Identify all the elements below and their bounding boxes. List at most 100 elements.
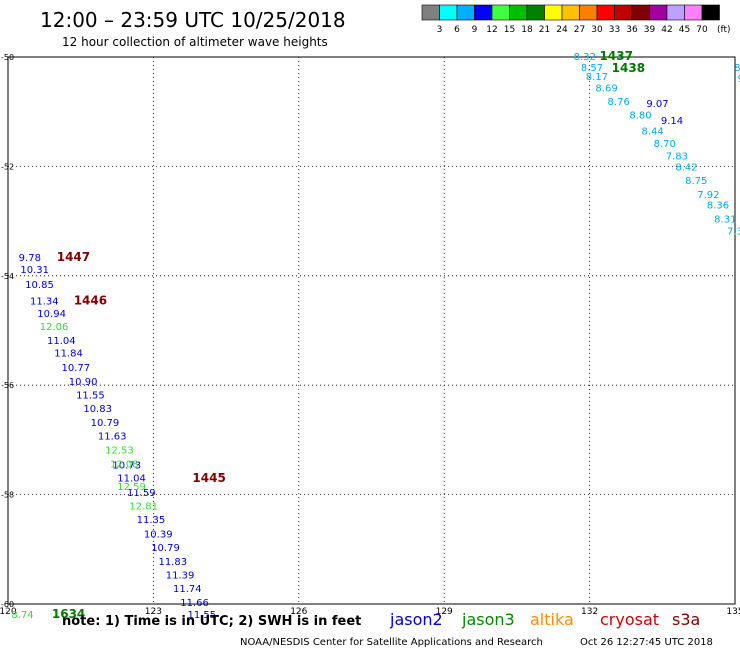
colorbar-label: 3 [437, 25, 443, 35]
colorbar-label: 70 [696, 25, 708, 35]
colorbar-swatch [666, 4, 685, 21]
wave-height-label: 10.79 [151, 543, 180, 554]
wave-height-label: 12.53 [105, 446, 134, 457]
colorbar-swatch [614, 4, 633, 21]
pass-time-label: 1634 [52, 607, 85, 621]
wave-height-label: 12.81 [129, 502, 158, 513]
wave-height-label: 10.79 [91, 418, 120, 429]
footer-timestamp: Oct 26 12:27:45 UTC 2018 [580, 637, 713, 648]
colorbar-label: 45 [679, 25, 690, 35]
wave-height-label: 8.32 [574, 52, 596, 63]
colorbar-swatch [421, 4, 440, 21]
wave-height-label: 8.44 [641, 126, 663, 137]
wave-height-label: 8 [734, 63, 740, 74]
wave-height-label: 8.36 [707, 201, 729, 212]
pass-time-label: 1446 [74, 293, 107, 307]
wave-height-label: 11.66 [180, 598, 209, 609]
wave-height-label: 10.85 [25, 280, 54, 291]
colorbar-swatch [544, 4, 563, 21]
x-tick-label: 120 [0, 607, 17, 617]
pass-time-label: 1438 [612, 61, 645, 75]
wave-height-label: 11.04 [117, 474, 146, 485]
colorbar-label: 42 [661, 25, 672, 35]
y-tick-label: -54 [1, 272, 14, 281]
legend-item-s3a: s3a [672, 610, 700, 629]
y-tick-label: -56 [1, 381, 14, 390]
wave-height-label: 12.59 [117, 482, 146, 493]
colorbar-swatch [491, 4, 510, 21]
legend-item-cryosat: cryosat [600, 610, 659, 629]
legend-item-altika: altika [530, 610, 574, 629]
wave-height-label: 12.08 [110, 459, 139, 470]
wave-height-label: 11.04 [47, 336, 76, 347]
colorbar-label: 39 [644, 25, 656, 35]
colorbar-label: 36 [626, 25, 638, 35]
x-tick-label: 123 [145, 607, 162, 617]
wave-height-label: 8.69 [595, 84, 617, 95]
colorbar-label: 15 [504, 25, 515, 35]
wave-height-label: 7.3 [727, 226, 740, 237]
x-tick-label: 135 [726, 607, 740, 617]
wave-height-label: 11.35 [137, 515, 166, 526]
legend-item-jason2: jason2 [389, 610, 443, 629]
colorbar-label: 18 [521, 25, 533, 35]
y-tick-label: -60 [1, 600, 14, 609]
colorbar-swatch [526, 4, 545, 21]
y-tick-label: -50 [1, 53, 14, 62]
wave-height-label: 7.92 [697, 190, 719, 201]
series-jason2: 9.7810.3110.8511.3410.9411.0411.8410.771… [19, 99, 683, 621]
legend-item-jason3: jason3 [461, 610, 515, 629]
wave-height-label: 9.07 [646, 99, 668, 110]
wave-height-label: 11.84 [54, 348, 83, 359]
wave-height-label: 9 [738, 74, 740, 85]
colorbar-swatch [474, 4, 493, 21]
wave-height-label: 8.80 [629, 110, 651, 121]
plot-area: 120 123 126 129 132 135 -50 -52 -54 -56 -58 -60 9.78… [0, 49, 740, 621]
colorbar-swatch [509, 4, 528, 21]
wave-height-label: 11.39 [166, 570, 195, 581]
wave-height-label: 10.94 [37, 309, 66, 320]
x-tick-label: 129 [436, 607, 453, 617]
wave-height-label: 8.75 [685, 176, 707, 187]
chart-title: 12:00 – 23:59 UTC 10/25/2018 [40, 8, 346, 32]
colorbar-unit: (ft) [717, 25, 731, 35]
series-light-green: 12.06 12.53 12.08 12.59 12.81 8.74 [11, 322, 158, 621]
chart-subtitle: 12 hour collection of altimeter wave hei… [62, 35, 328, 49]
plot-frame [7, 56, 736, 605]
colorbar-swatch [701, 4, 720, 21]
wave-height-label: 8.57 [581, 63, 603, 74]
wave-height-label: 11.55 [188, 610, 217, 621]
colorbar-label: 30 [591, 25, 603, 35]
colorbar-label: 27 [574, 25, 585, 35]
wave-height-label: 8.74 [11, 610, 33, 621]
x-tick-label: 132 [581, 607, 598, 617]
wave-height-label: 10.83 [83, 404, 112, 415]
wave-height-label: 8.17 [586, 72, 608, 83]
wave-height-label: 10.90 [69, 377, 98, 388]
wave-height-label: 10.39 [144, 529, 173, 540]
colorbar-label: 9 [472, 25, 478, 35]
wave-height-label: 11.83 [158, 557, 187, 568]
wave-height-label: 11.63 [98, 432, 127, 443]
wave-height-label: 11.34 [30, 296, 59, 307]
colorbar-swatch [439, 4, 458, 21]
wave-height-label: 10.73 [112, 461, 141, 472]
series-time-s3a: 1447 1446 1445 [57, 250, 226, 485]
y-tick-label: -52 [1, 162, 14, 171]
y-tick-label: -58 [1, 491, 14, 500]
colorbar-label: 6 [454, 25, 460, 35]
pass-time-label: 1445 [192, 471, 225, 485]
legend-note: note: 1) Time is in UTC; 2) SWH is in fe… [62, 614, 361, 629]
wave-height-label: 9.14 [661, 116, 683, 127]
wave-height-label: 8.76 [608, 97, 630, 108]
colorbar-swatch [456, 4, 475, 21]
colorbar-swatch [684, 4, 703, 21]
colorbar-label: 21 [539, 25, 550, 35]
colorbar: 3 6 9 12 15 18 21 24 27 30 33 36 39 42 45 70 (ft) [421, 4, 731, 35]
colorbar-swatch [596, 4, 615, 21]
wave-height-label: 7.83 [666, 151, 688, 162]
wave-height-label: 8.31 [714, 214, 736, 225]
footer-credit: NOAA/NESDIS Center for Satellite Applica… [240, 637, 543, 648]
